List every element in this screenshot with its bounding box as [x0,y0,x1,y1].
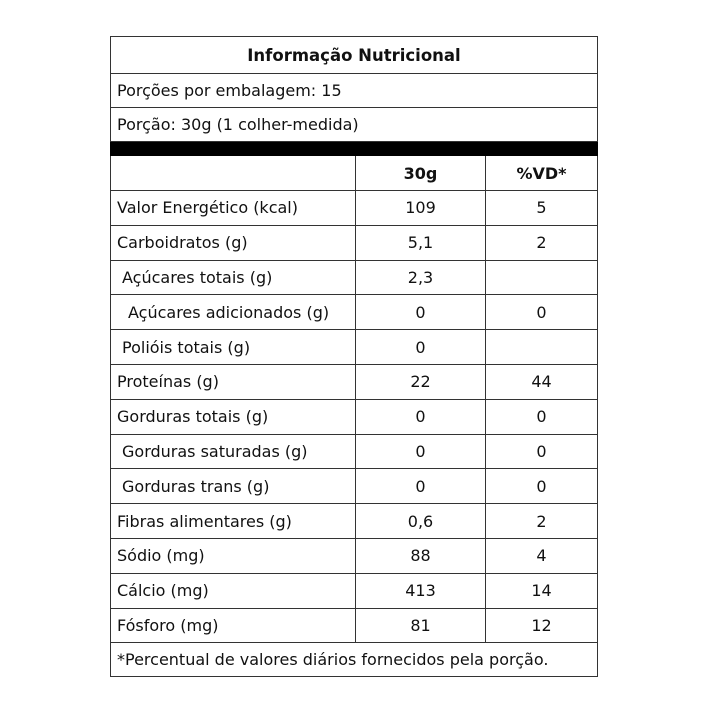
table-row: Açúcares adicionados (g) 0 0 [110,294,598,331]
nutrient-daily-value: 44 [485,363,598,400]
nutrient-amount: 22 [355,363,486,400]
nutrition-facts-table: Informação Nutricional Porções por embal… [110,36,598,678]
table-row: Gorduras trans (g) 0 0 [110,468,598,505]
nutrient-label: Valor Energético (kcal) [110,190,356,226]
nutrient-amount: 0 [355,468,486,505]
nutrient-daily-value: 4 [485,537,598,574]
nutrient-daily-value: 0 [485,433,598,470]
nutrient-amount: 2,3 [355,259,486,296]
nutrient-label: Fibras alimentares (g) [110,503,356,539]
table-row: Gorduras totais (g) 0 0 [110,398,598,435]
nutrient-label: Açúcares adicionados (g) [110,294,356,331]
nutrient-amount: 0,6 [355,503,486,539]
nutrient-amount: 413 [355,572,486,609]
table-row: Cálcio (mg) 413 14 [110,572,598,609]
nutrient-label: Fósforo (mg) [110,607,356,644]
nutrient-label: Polióis totais (g) [110,329,356,365]
table-row: Fósforo (mg) 81 12 [110,607,598,644]
nutrient-label: Carboidratos (g) [110,224,356,261]
nutrient-amount: 88 [355,537,486,574]
nutrient-amount: 0 [355,398,486,435]
table-row: Valor Energético (kcal) 109 5 [110,190,598,226]
table-row: Carboidratos (g) 5,1 2 [110,224,598,261]
nutrient-daily-value: 12 [485,607,598,644]
thick-divider [110,141,598,156]
nutrient-daily-value: 0 [485,294,598,331]
nutrient-label: Proteínas (g) [110,363,356,400]
nutrient-daily-value: 0 [485,398,598,435]
nutrient-label: Sódio (mg) [110,537,356,574]
nutrient-daily-value [485,259,598,296]
nutrient-amount: 5,1 [355,224,486,261]
nutrient-amount: 0 [355,294,486,331]
serving-size: Porção: 30g (1 colher-medida) [110,107,598,142]
table-row: Gorduras saturadas (g) 0 0 [110,433,598,470]
table-row: Polióis totais (g) 0 [110,329,598,365]
nutrient-label: Açúcares totais (g) [110,259,356,296]
nutrient-label: Gorduras saturadas (g) [110,433,356,470]
table-row: Fibras alimentares (g) 0,6 2 [110,503,598,539]
nutrient-amount: 81 [355,607,486,644]
header-daily-value: %VD* [485,155,598,191]
servings-per-package: Porções por embalagem: 15 [110,73,598,108]
footnote: *Percentual de valores diários fornecido… [110,642,598,678]
nutrient-amount: 0 [355,433,486,470]
table-row: Sódio (mg) 88 4 [110,537,598,574]
nutrient-daily-value: 5 [485,190,598,226]
nutrient-daily-value [485,329,598,365]
table-row: Açúcares totais (g) 2,3 [110,259,598,296]
nutrient-daily-value: 0 [485,468,598,505]
nutrient-label: Gorduras trans (g) [110,468,356,505]
nutrient-amount: 109 [355,190,486,226]
nutrient-daily-value: 2 [485,503,598,539]
table-row: Proteínas (g) 22 44 [110,363,598,400]
nutrient-daily-value: 2 [485,224,598,261]
nutrient-daily-value: 14 [485,572,598,609]
nutrient-amount: 0 [355,329,486,365]
nutrient-label: Gorduras totais (g) [110,398,356,435]
header-blank [110,155,356,191]
nutrient-label: Cálcio (mg) [110,572,356,609]
table-title: Informação Nutricional [110,36,598,74]
header-amount: 30g [355,155,486,191]
